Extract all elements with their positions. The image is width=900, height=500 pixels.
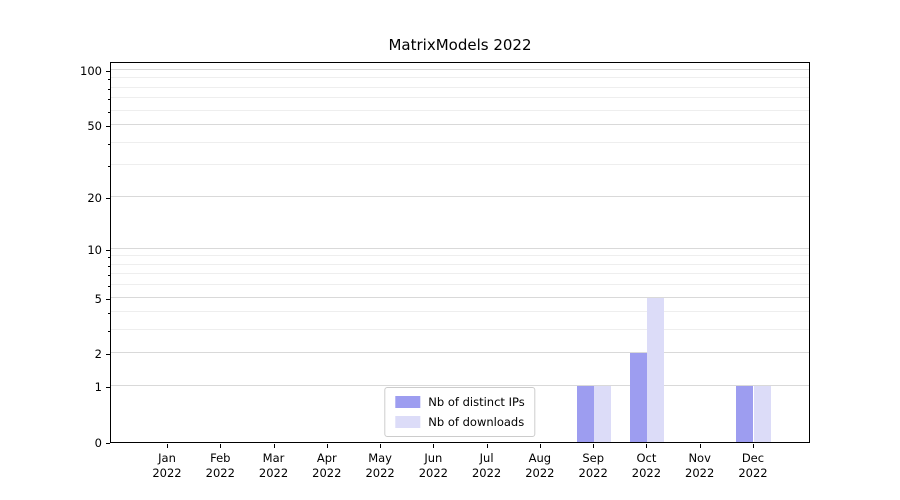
minor-gridline	[111, 273, 809, 275]
y-minor-tick-mark	[108, 79, 110, 81]
legend-label-distinct-ips: Nb of distinct IPs	[428, 395, 525, 409]
y-tick-mark	[106, 443, 110, 444]
minor-gridline	[111, 329, 809, 331]
minor-gridline	[111, 77, 809, 79]
y-tick-mark	[106, 298, 110, 300]
y-tick-mark	[106, 71, 110, 73]
major-gridline	[111, 247, 809, 249]
y-minor-tick-mark	[108, 286, 110, 288]
major-gridline	[111, 385, 809, 387]
y-tick-label: 0	[94, 436, 102, 450]
major-gridline	[111, 352, 809, 354]
bar-distinct-ips	[736, 386, 754, 442]
y-minor-tick-mark	[108, 111, 110, 113]
y-minor-tick-mark	[108, 88, 110, 90]
x-tick-mark	[433, 444, 435, 448]
y-minor-tick-mark	[108, 166, 110, 168]
plot-area: Nb of distinct IPs Nb of downloads	[110, 62, 810, 443]
x-tick-mark	[646, 444, 648, 448]
minor-gridline	[111, 86, 809, 88]
y-minor-tick-mark	[108, 265, 110, 267]
x-tick-label: Oct 2022	[631, 451, 662, 480]
y-minor-tick-mark	[108, 331, 110, 333]
y-tick-label: 20	[87, 190, 102, 205]
minor-gridline	[111, 263, 809, 265]
y-tick-label: 10	[87, 242, 102, 257]
legend-entry-distinct-ips: Nb of distinct IPs	[395, 395, 525, 409]
y-tick-mark	[106, 387, 110, 389]
y-tick-label: 5	[94, 291, 102, 306]
x-tick-mark	[220, 444, 222, 448]
x-tick-label: Aug 2022	[525, 451, 555, 480]
minor-gridline	[111, 109, 809, 111]
bar-downloads	[594, 386, 612, 442]
y-minor-tick-mark	[108, 143, 110, 145]
y-tick-label: 100	[80, 64, 102, 79]
x-tick-mark	[380, 444, 382, 448]
minor-gridline	[111, 284, 809, 286]
x-tick-label: Jul 2022	[471, 451, 502, 480]
y-tick-label: 2	[94, 347, 102, 362]
x-tick-label: Sep 2022	[578, 451, 608, 480]
y-tick-label: 1	[94, 380, 102, 395]
major-gridline	[111, 124, 809, 126]
x-tick-label: May 2022	[365, 451, 395, 480]
minor-gridline	[111, 164, 809, 166]
x-tick-label: Feb 2022	[205, 451, 235, 480]
x-tick-mark	[539, 444, 541, 448]
x-tick-label: Jun 2022	[418, 451, 448, 480]
x-tick-label: Mar 2022	[258, 451, 289, 480]
x-tick-mark	[699, 444, 701, 448]
x-tick-label: Nov 2022	[685, 451, 715, 480]
bar-distinct-ips	[629, 353, 647, 442]
y-tick-label: 50	[87, 119, 102, 134]
bar-downloads	[753, 386, 771, 442]
x-tick-label: Jan 2022	[152, 451, 182, 480]
x-tick-label: Apr 2022	[312, 451, 342, 480]
x-tick-mark	[326, 444, 328, 448]
x-tick-mark	[593, 444, 595, 448]
major-gridline	[111, 195, 809, 197]
major-gridline	[111, 69, 809, 71]
minor-gridline	[111, 141, 809, 143]
x-tick-label: Dec 2022	[738, 451, 768, 480]
legend-entry-downloads: Nb of downloads	[395, 415, 524, 429]
y-minor-tick-mark	[108, 257, 110, 259]
chart-title: MatrixModels 2022	[388, 36, 532, 54]
bar-distinct-ips	[576, 386, 594, 442]
legend: Nb of distinct IPs Nb of downloads	[384, 387, 536, 437]
minor-gridline	[111, 255, 809, 257]
y-tick-mark	[106, 126, 110, 128]
minor-gridline	[111, 311, 809, 313]
minor-gridline	[111, 97, 809, 99]
major-gridline	[111, 296, 809, 298]
x-tick-mark	[486, 444, 488, 448]
legend-label-downloads: Nb of downloads	[428, 415, 525, 429]
y-minor-tick-mark	[108, 99, 110, 101]
legend-swatch-downloads	[395, 416, 421, 428]
y-tick-mark	[106, 197, 110, 199]
bar-downloads	[647, 297, 665, 442]
y-minor-tick-mark	[108, 275, 110, 277]
x-tick-mark	[273, 444, 275, 448]
y-tick-mark	[106, 249, 110, 251]
legend-swatch-distinct-ips	[395, 396, 421, 408]
y-tick-mark	[106, 354, 110, 356]
x-tick-mark	[752, 444, 754, 448]
x-tick-mark	[167, 444, 168, 448]
y-minor-tick-mark	[108, 313, 110, 315]
